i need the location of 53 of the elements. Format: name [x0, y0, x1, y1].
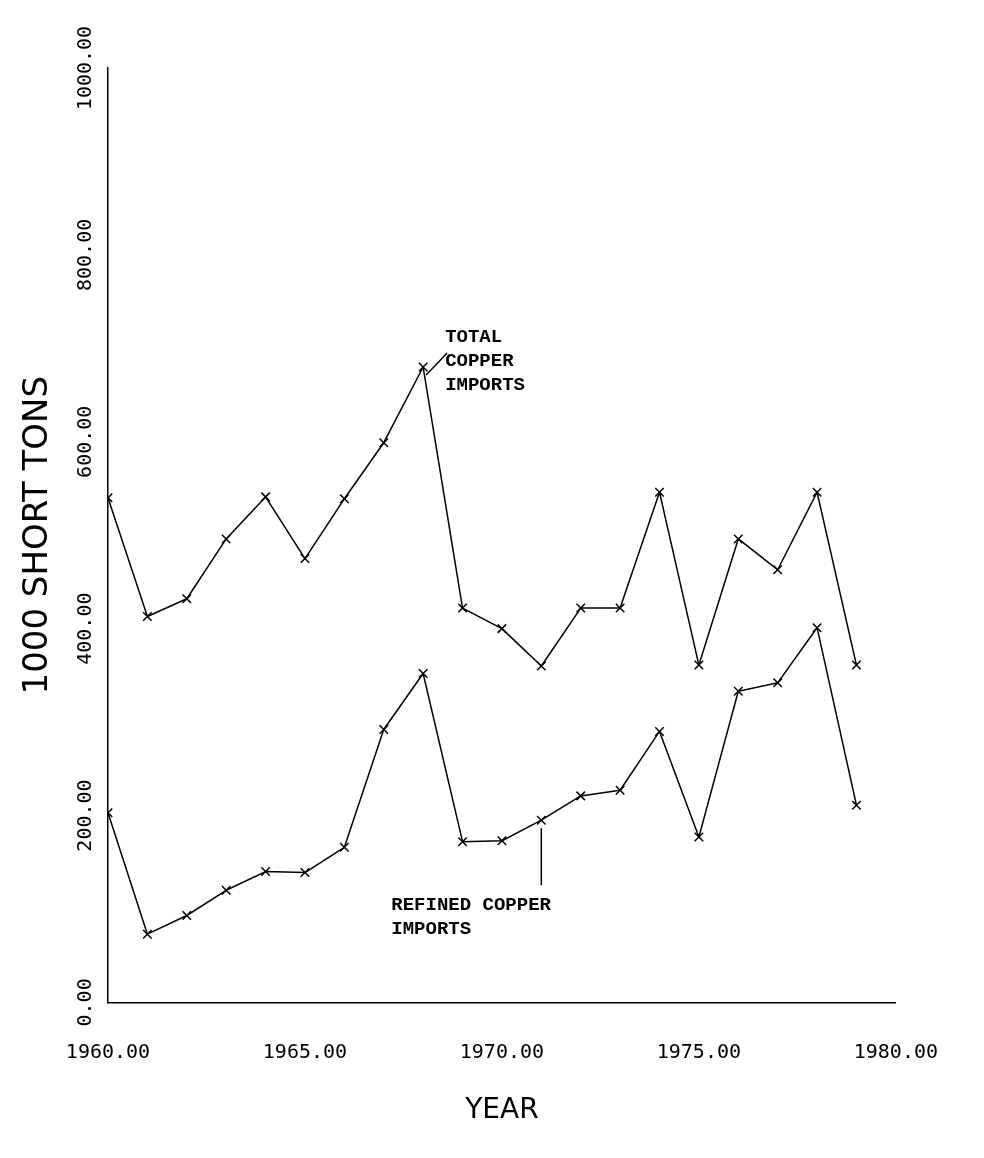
point [772, 677, 783, 688]
point [299, 867, 310, 878]
point [181, 593, 192, 604]
point [654, 726, 665, 737]
y-tick-label: 0.00 [72, 978, 97, 1027]
point [812, 622, 823, 633]
point [851, 800, 862, 811]
point [457, 836, 468, 847]
annotation: TOTAL COPPER IMPORTS [445, 325, 525, 396]
x-tick-label: 1970.00 [459, 1038, 545, 1063]
point [378, 437, 389, 448]
point [221, 533, 232, 544]
point [693, 832, 704, 842]
point [418, 362, 429, 372]
y-tick-label: 200.00 [72, 779, 97, 852]
point [221, 885, 232, 896]
point [615, 603, 626, 614]
point [260, 491, 271, 502]
y-axis-title: 1000 SHORT TONS [15, 375, 56, 695]
point [496, 623, 507, 634]
point [418, 668, 429, 679]
point [142, 929, 153, 940]
point [181, 910, 192, 921]
point [339, 842, 350, 853]
point [772, 564, 783, 575]
point [812, 487, 823, 498]
point [142, 611, 153, 622]
point [615, 785, 626, 796]
x-tick-label: 1980.00 [853, 1038, 938, 1063]
point [851, 660, 862, 671]
y-tick-label: 600.00 [72, 405, 97, 478]
x-tick-label: 1960.00 [65, 1038, 151, 1063]
point [496, 835, 507, 846]
point [260, 866, 271, 877]
y-tick-label: 1000.00 [72, 25, 97, 111]
point [536, 661, 547, 672]
point [733, 686, 744, 697]
point [536, 815, 547, 826]
point [693, 660, 704, 671]
x-tick-label: 1965.00 [262, 1038, 348, 1063]
x-axis-title: YEAR [464, 1092, 539, 1126]
point [575, 790, 586, 801]
x-tick-label: 1975.00 [656, 1038, 742, 1063]
point [654, 487, 665, 498]
point [339, 493, 350, 504]
point [575, 603, 586, 614]
y-tick-label: 400.00 [72, 592, 97, 665]
point [378, 724, 389, 735]
point [457, 603, 468, 614]
point [299, 553, 310, 564]
annotation: REFINED COPPER IMPORTS [391, 893, 552, 940]
point [733, 533, 744, 544]
y-tick-label: 800.00 [72, 218, 97, 292]
